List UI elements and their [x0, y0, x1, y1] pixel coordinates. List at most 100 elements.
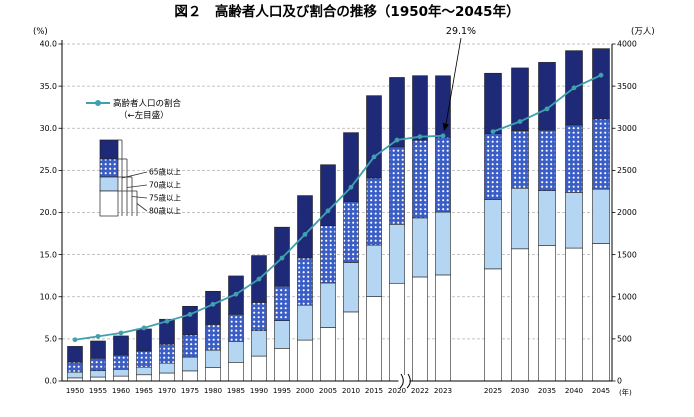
legend-bar-segment — [99, 158, 119, 178]
bar-segment — [484, 72, 502, 134]
line-point — [210, 301, 216, 307]
bar-segment — [67, 371, 83, 379]
legend-line-label: 高齢者人口の割合 — [113, 98, 182, 109]
bar-segment — [366, 95, 382, 179]
bar-segment — [182, 356, 198, 372]
legend-leader — [136, 203, 148, 212]
bar-segment — [366, 244, 382, 297]
right-tick-label: 2500 — [617, 166, 637, 175]
axis-break-mark — [406, 373, 411, 389]
bar-segment — [538, 62, 556, 131]
line-point — [141, 325, 147, 331]
left-tick-label: 15.0 — [40, 250, 57, 259]
bar-segment — [320, 282, 336, 328]
bar-segment — [113, 368, 129, 377]
bar-segment — [228, 341, 244, 363]
bar-segment — [113, 354, 129, 370]
axis-break-mark — [399, 373, 404, 389]
bar-segment — [412, 217, 428, 278]
bar-segment — [297, 339, 313, 382]
bar-segment — [412, 276, 428, 382]
bar-segment — [159, 343, 175, 364]
bar-segment — [182, 334, 198, 358]
bar-segment — [343, 132, 359, 203]
bar-segment — [511, 248, 529, 382]
bar-segment — [67, 361, 83, 373]
right-tick-label: 1000 — [617, 292, 637, 301]
legend-bar-segment — [99, 176, 119, 192]
x-tick-label: 2015 — [365, 386, 383, 395]
line-point — [490, 129, 496, 135]
x-tick-label: 1985 — [227, 386, 245, 395]
line-point — [279, 255, 285, 261]
generated-chart-layer: 0.0 5.0 10.0 15.0 20.0 25.0 30.0 35.0 40.0 0 500 10… — [40, 37, 637, 395]
annotation-leader — [445, 37, 462, 125]
bar-segment — [113, 375, 129, 382]
line-point — [95, 333, 101, 339]
bar-segment — [274, 320, 290, 349]
chart-title: 図２ 高齢者人口及び割合の推移（1950年～2045年） — [174, 3, 519, 20]
bar-segment — [484, 268, 502, 382]
x-tick-label: 1970 — [158, 386, 177, 395]
bar-segment — [320, 327, 336, 382]
bar-segment — [251, 330, 267, 357]
legend-bar-segment — [99, 139, 119, 160]
x-tick-label: 2020 — [388, 386, 407, 395]
bar-segment — [320, 225, 336, 284]
right-tick-label: 3500 — [617, 82, 637, 91]
bar-segment — [274, 285, 290, 321]
legend-label-70plus: 70歳以上 — [149, 180, 182, 190]
bar-segment — [592, 243, 610, 382]
bar-segment — [389, 282, 405, 382]
bar-segment — [592, 48, 610, 120]
x-tick-label: 2023 — [434, 386, 452, 395]
bar-segment — [228, 313, 244, 342]
bar-segment — [297, 257, 313, 306]
left-tick-label: 35.0 — [40, 82, 57, 91]
line-point — [187, 312, 193, 317]
bar-segment — [90, 370, 106, 378]
bar-segment — [274, 348, 290, 382]
line-point — [517, 119, 523, 124]
bar-segment — [538, 190, 556, 246]
legend-leader — [131, 196, 148, 199]
legend-leader — [126, 184, 148, 188]
axis-break-gap — [398, 375, 410, 387]
bar-segment — [297, 195, 313, 259]
line-point — [598, 72, 604, 78]
left-tick-label: 30.0 — [40, 124, 57, 133]
line-point — [164, 318, 170, 324]
bar-segment — [205, 367, 221, 382]
line-point — [325, 208, 331, 214]
x-tick-label: 1990 — [250, 386, 269, 395]
bar-segment — [366, 296, 382, 382]
x-tick-label: 2022 — [411, 386, 429, 395]
line-point — [256, 276, 262, 282]
line-point — [72, 337, 78, 343]
x-tick-label: 1950 — [66, 386, 85, 395]
right-tick-label: 2000 — [617, 208, 637, 217]
x-tick-label: 2045 — [592, 386, 610, 395]
bar-segment — [136, 366, 152, 376]
line-point — [118, 330, 124, 336]
bar-segment — [412, 75, 428, 141]
x-tick-label: 1960 — [112, 386, 131, 395]
bar-segment — [136, 374, 152, 382]
bar-segment — [435, 211, 451, 276]
bar-segment — [90, 376, 106, 382]
bar-segment — [182, 370, 198, 382]
bar-segment — [343, 201, 359, 263]
bar-segment — [113, 335, 129, 356]
bar-segment — [136, 328, 152, 352]
right-tick-label: 1500 — [617, 250, 637, 259]
bar-segment — [389, 223, 405, 284]
left-tick-label: 0.0 — [45, 377, 57, 386]
x-axis-unit: (年) — [619, 388, 632, 397]
bar-segment — [389, 146, 405, 225]
bar-segment — [205, 290, 221, 325]
bar-segment — [511, 67, 529, 131]
right-tick-label: 3000 — [617, 124, 637, 133]
annotation-label: 29.1% — [446, 26, 476, 37]
